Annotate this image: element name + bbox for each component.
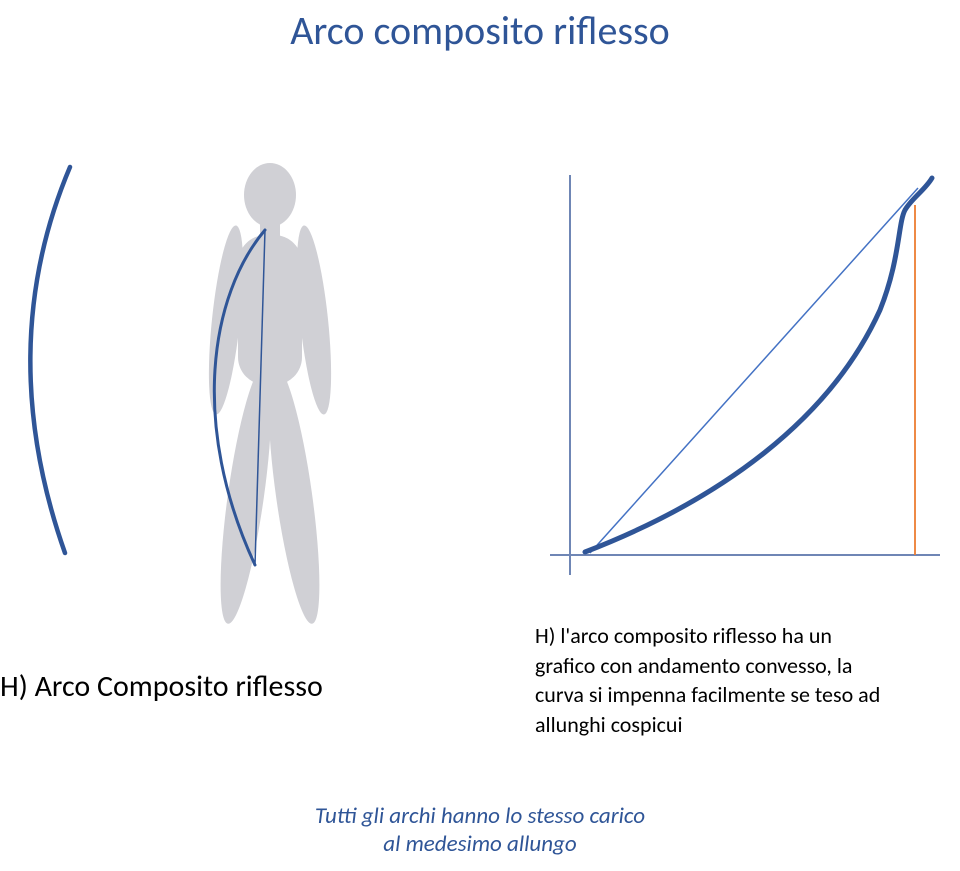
left-arc <box>30 167 70 553</box>
head <box>244 163 296 227</box>
graphics-layer <box>0 0 960 871</box>
archer-figure <box>202 163 338 626</box>
chart-reference-line <box>590 188 918 553</box>
